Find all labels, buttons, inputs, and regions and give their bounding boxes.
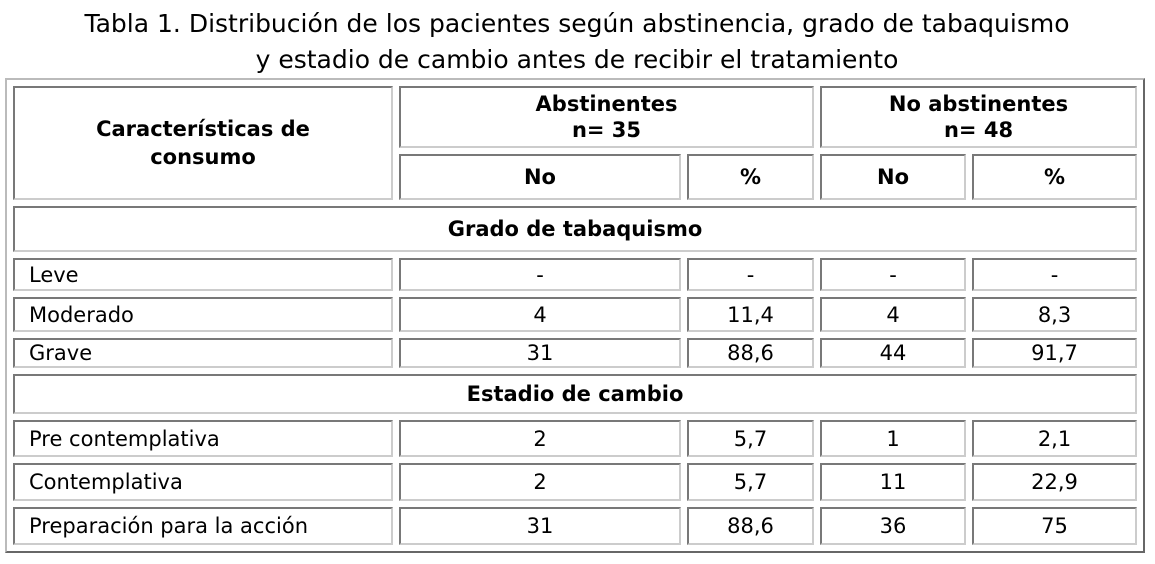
group-name: Abstinentes: [535, 92, 678, 116]
cell: 2,1: [972, 420, 1138, 457]
cell: 4: [399, 297, 681, 332]
section-title: Grado de tabaquismo: [13, 206, 1138, 252]
cell: 5,7: [687, 420, 815, 457]
subheader: %: [687, 154, 815, 200]
row-label: Contemplativa: [13, 463, 393, 501]
data-row: Leve - - - -: [13, 258, 1138, 291]
cell: 31: [399, 507, 681, 545]
cell: 36: [820, 507, 967, 545]
table-title: Tabla 1. Distribución de los pacientes s…: [84, 9, 1070, 74]
cell: 5,7: [687, 463, 815, 501]
data-row: Pre contemplativa 2 5,7 1 2,1: [13, 420, 1138, 457]
cell: 2: [399, 463, 681, 501]
section-row: Grado de tabaquismo: [13, 206, 1138, 252]
header-cell: Características de consumo: [13, 86, 393, 200]
cell: 22,9: [972, 463, 1138, 501]
data-table: Características de consumo Abstinentes n=…: [5, 78, 1146, 553]
group-n: n= 48: [943, 118, 1014, 142]
cell: 1: [820, 420, 967, 457]
subheader: %: [972, 154, 1138, 200]
cell: 8,3: [972, 297, 1138, 332]
cell: 11: [820, 463, 967, 501]
section-row: Estadio de cambio: [13, 374, 1138, 414]
cell: 75: [972, 507, 1138, 545]
subheader: No: [399, 154, 681, 200]
group-header: Abstinentes n= 35: [399, 86, 815, 148]
cell: 2: [399, 420, 681, 457]
cell: 88,6: [687, 338, 815, 368]
cell: -: [820, 258, 967, 291]
cell: 88,6: [687, 507, 815, 545]
header-text: Características de consumo: [96, 117, 310, 169]
cell: 91,7: [972, 338, 1138, 368]
cell: 11,4: [687, 297, 815, 332]
cell: 44: [820, 338, 967, 368]
group-name: No abstinentes: [888, 92, 1069, 116]
cell: -: [687, 258, 815, 291]
subheader: No: [820, 154, 967, 200]
group-n: n= 35: [571, 118, 642, 142]
data-row: Preparación para la acción 31 88,6 36 75: [13, 507, 1138, 545]
group-header: No abstinentes n= 48: [820, 86, 1138, 148]
row-label: Preparación para la acción: [13, 507, 393, 545]
cell: 31: [399, 338, 681, 368]
cell: 4: [820, 297, 967, 332]
data-row: Moderado 4 11,4 4 8,3: [13, 297, 1138, 332]
row-label: Grave: [13, 338, 393, 368]
row-label: Moderado: [13, 297, 393, 332]
section-title: Estadio de cambio: [13, 374, 1138, 414]
cell: -: [972, 258, 1138, 291]
row-label: Pre contemplativa: [13, 420, 393, 457]
data-row: Grave 31 88,6 44 91,7: [13, 338, 1138, 368]
data-row: Contemplativa 2 5,7 11 22,9: [13, 463, 1138, 501]
cell: -: [399, 258, 681, 291]
row-label: Leve: [13, 258, 393, 291]
